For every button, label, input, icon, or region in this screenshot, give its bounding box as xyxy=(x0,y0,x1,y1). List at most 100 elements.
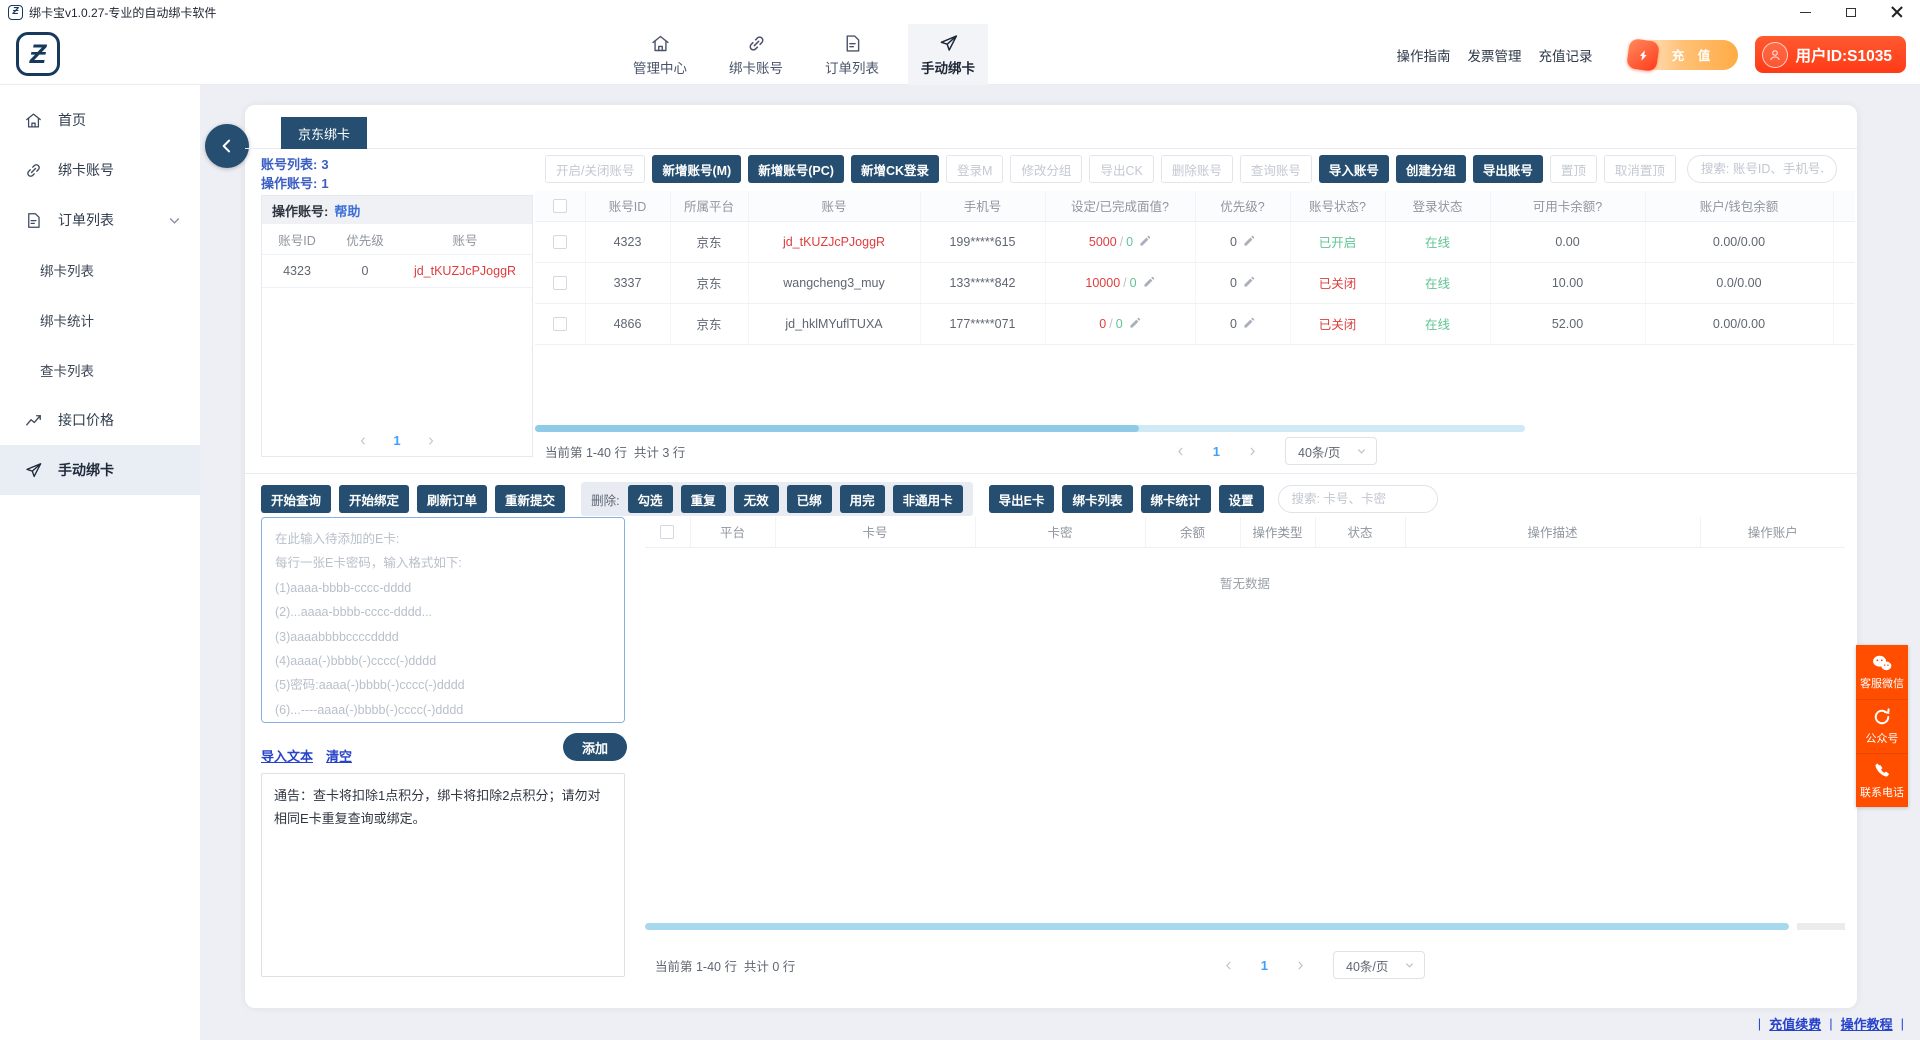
import-text-link[interactable]: 导入文本 xyxy=(261,749,314,764)
page-size-select[interactable]: 40条/页 xyxy=(1333,951,1425,979)
delete-used-button[interactable]: 用完 xyxy=(839,485,885,513)
next-page-icon[interactable] xyxy=(1246,445,1259,458)
login-m-button[interactable]: 登录M xyxy=(946,155,1004,183)
page-number[interactable]: 1 xyxy=(1212,443,1220,459)
bind-card-list-button[interactable]: 绑卡列表 xyxy=(1062,485,1133,513)
bind-card-stats-button[interactable]: 绑卡统计 xyxy=(1140,485,1211,513)
edit-priority-icon[interactable] xyxy=(1242,276,1255,289)
chevron-down-icon xyxy=(1405,962,1414,968)
horizontal-scrollbar[interactable] xyxy=(535,425,1525,432)
card-search-input[interactable] xyxy=(1277,485,1438,513)
link-recharge-records[interactable]: 充值记录 xyxy=(1538,48,1593,64)
query-account-button[interactable]: 查询账号 xyxy=(1239,155,1312,183)
page-number[interactable]: 1 xyxy=(393,433,401,448)
customer-service-wechat-button[interactable]: 客服微信 xyxy=(1856,645,1908,699)
collapse-panel-button[interactable] xyxy=(205,124,249,168)
sidebar-item-bind-card-stats[interactable]: 绑卡统计 xyxy=(0,295,200,345)
sidebar-item-bind-accounts[interactable]: 绑卡账号 xyxy=(0,145,200,195)
help-link[interactable]: 帮助 xyxy=(334,203,361,219)
unpin-top-button[interactable]: 取消置顶 xyxy=(1603,155,1676,183)
sidebar-item-manual-bind[interactable]: 手动绑卡 xyxy=(0,445,200,495)
add-account-m-button[interactable]: 新增账号(M) xyxy=(652,155,742,183)
import-account-button[interactable]: 导入账号 xyxy=(1318,155,1389,183)
page-number[interactable]: 1 xyxy=(1260,957,1268,973)
sidebar-item-home[interactable]: 首页 xyxy=(0,95,200,145)
next-page-icon[interactable] xyxy=(1294,959,1307,972)
close-button[interactable] xyxy=(1874,0,1920,24)
settings-button[interactable]: 设置 xyxy=(1218,485,1264,513)
start-query-button[interactable]: 开始查询 xyxy=(261,485,332,513)
account-search-input[interactable] xyxy=(1686,155,1837,183)
add-account-pc-button[interactable]: 新增账号(PC) xyxy=(748,155,844,183)
link-operation-guide[interactable]: 操作指南 xyxy=(1396,48,1451,64)
minimize-button[interactable] xyxy=(1782,0,1828,24)
mini-table-row[interactable]: 4323 0 jd_tKUZJcPJoggR xyxy=(262,254,532,288)
next-page-icon[interactable] xyxy=(425,435,437,447)
close-icon xyxy=(1891,6,1903,18)
link-invoice-management[interactable]: 发票管理 xyxy=(1467,48,1522,64)
document-icon xyxy=(846,34,859,52)
edit-value-icon[interactable] xyxy=(1138,235,1151,248)
sidebar-item-api-price[interactable]: 接口价格 xyxy=(0,395,200,445)
row-checkbox[interactable] xyxy=(552,316,567,331)
maximize-button[interactable] xyxy=(1828,0,1874,24)
select-all-checkbox[interactable] xyxy=(660,525,675,540)
export-ck-button[interactable]: 导出CK xyxy=(1089,155,1154,183)
row-checkbox[interactable] xyxy=(552,234,567,249)
status-badge: 已关闭 xyxy=(1290,303,1386,345)
select-all-checkbox[interactable] xyxy=(552,199,567,214)
horizontal-scrollbar[interactable] xyxy=(645,923,1845,930)
export-ecard-button[interactable]: 导出E卡 xyxy=(988,485,1055,513)
edit-value-icon[interactable] xyxy=(1128,317,1141,330)
delete-duplicate-button[interactable]: 重复 xyxy=(680,485,726,513)
table-row[interactable]: 3337 京东 wangcheng3_muy 133*****842 10000… xyxy=(535,262,1855,304)
sidebar-item-order-list[interactable]: 订单列表 xyxy=(0,195,200,245)
modify-group-button[interactable]: 修改分组 xyxy=(1010,155,1083,183)
page-size-select[interactable]: 40条/页 xyxy=(1285,437,1377,465)
paper-plane-icon xyxy=(26,462,42,477)
recharge-button[interactable]: 充 值 xyxy=(1625,37,1738,72)
toggle-account-button[interactable]: 开启/关闭账号 xyxy=(545,155,646,183)
tab-jd-bind[interactable]: 京东绑卡 xyxy=(281,117,368,149)
sidebar-item-check-card-list[interactable]: 查卡列表 xyxy=(0,345,200,395)
delete-bound-button[interactable]: 已绑 xyxy=(786,485,832,513)
edit-value-icon[interactable] xyxy=(1142,276,1155,289)
table-row[interactable]: 4866 京东 jd_hklMYuflTUXA 177*****071 0/0 … xyxy=(535,303,1855,345)
edit-priority-icon[interactable] xyxy=(1242,317,1255,330)
create-group-button[interactable]: 创建分组 xyxy=(1395,155,1466,183)
row-checkbox[interactable] xyxy=(552,275,567,290)
prev-page-icon[interactable] xyxy=(1174,445,1187,458)
login-status: 在线 xyxy=(1385,303,1491,345)
refresh-order-button[interactable]: 刷新订单 xyxy=(417,485,488,513)
recharge-renew-link[interactable]: 充值续费 xyxy=(1769,1017,1822,1032)
nav-item-order-list[interactable]: 订单列表 xyxy=(812,24,892,85)
scrollbar-thumb[interactable] xyxy=(535,425,1139,432)
scrollbar-thumb[interactable] xyxy=(645,923,1789,930)
operation-tutorial-link[interactable]: 操作教程 xyxy=(1840,1017,1893,1032)
pin-top-button[interactable]: 置顶 xyxy=(1549,155,1597,183)
clear-link[interactable]: 清空 xyxy=(326,749,353,764)
delete-invalid-button[interactable]: 无效 xyxy=(733,485,779,513)
delete-nonuniversal-button[interactable]: 非通用卡 xyxy=(892,485,963,513)
separator: | xyxy=(1900,1016,1904,1031)
resubmit-button[interactable]: 重新提交 xyxy=(495,485,566,513)
user-id-button[interactable]: 用户ID:S1035 xyxy=(1754,36,1906,73)
prev-page-icon[interactable] xyxy=(357,435,369,447)
contact-phone-button[interactable]: 联系电话 xyxy=(1856,753,1908,807)
add-ck-login-button[interactable]: 新增CK登录 xyxy=(850,155,939,183)
export-account-button[interactable]: 导出账号 xyxy=(1472,155,1543,183)
sidebar-item-bind-card-list[interactable]: 绑卡列表 xyxy=(0,245,200,295)
ecard-input-textarea[interactable] xyxy=(261,517,625,723)
nav-item-bind-accounts[interactable]: 绑卡账号 xyxy=(716,24,796,85)
delete-checked-button[interactable]: 勾选 xyxy=(627,485,673,513)
table-row[interactable]: 4323 京东 jd_tKUZJcPJoggR 199*****615 5000… xyxy=(535,221,1855,263)
start-bind-button[interactable]: 开始绑定 xyxy=(339,485,410,513)
add-ecard-button[interactable]: 添加 xyxy=(563,733,627,761)
prev-page-icon[interactable] xyxy=(1222,959,1235,972)
edit-priority-icon[interactable] xyxy=(1242,235,1255,248)
maximize-icon xyxy=(1846,7,1856,17)
official-account-button[interactable]: 公众号 xyxy=(1856,699,1908,753)
delete-account-button[interactable]: 删除账号 xyxy=(1160,155,1233,183)
nav-item-management-center[interactable]: 管理中心 xyxy=(620,24,700,85)
nav-item-manual-bind[interactable]: 手动绑卡 xyxy=(908,24,988,85)
